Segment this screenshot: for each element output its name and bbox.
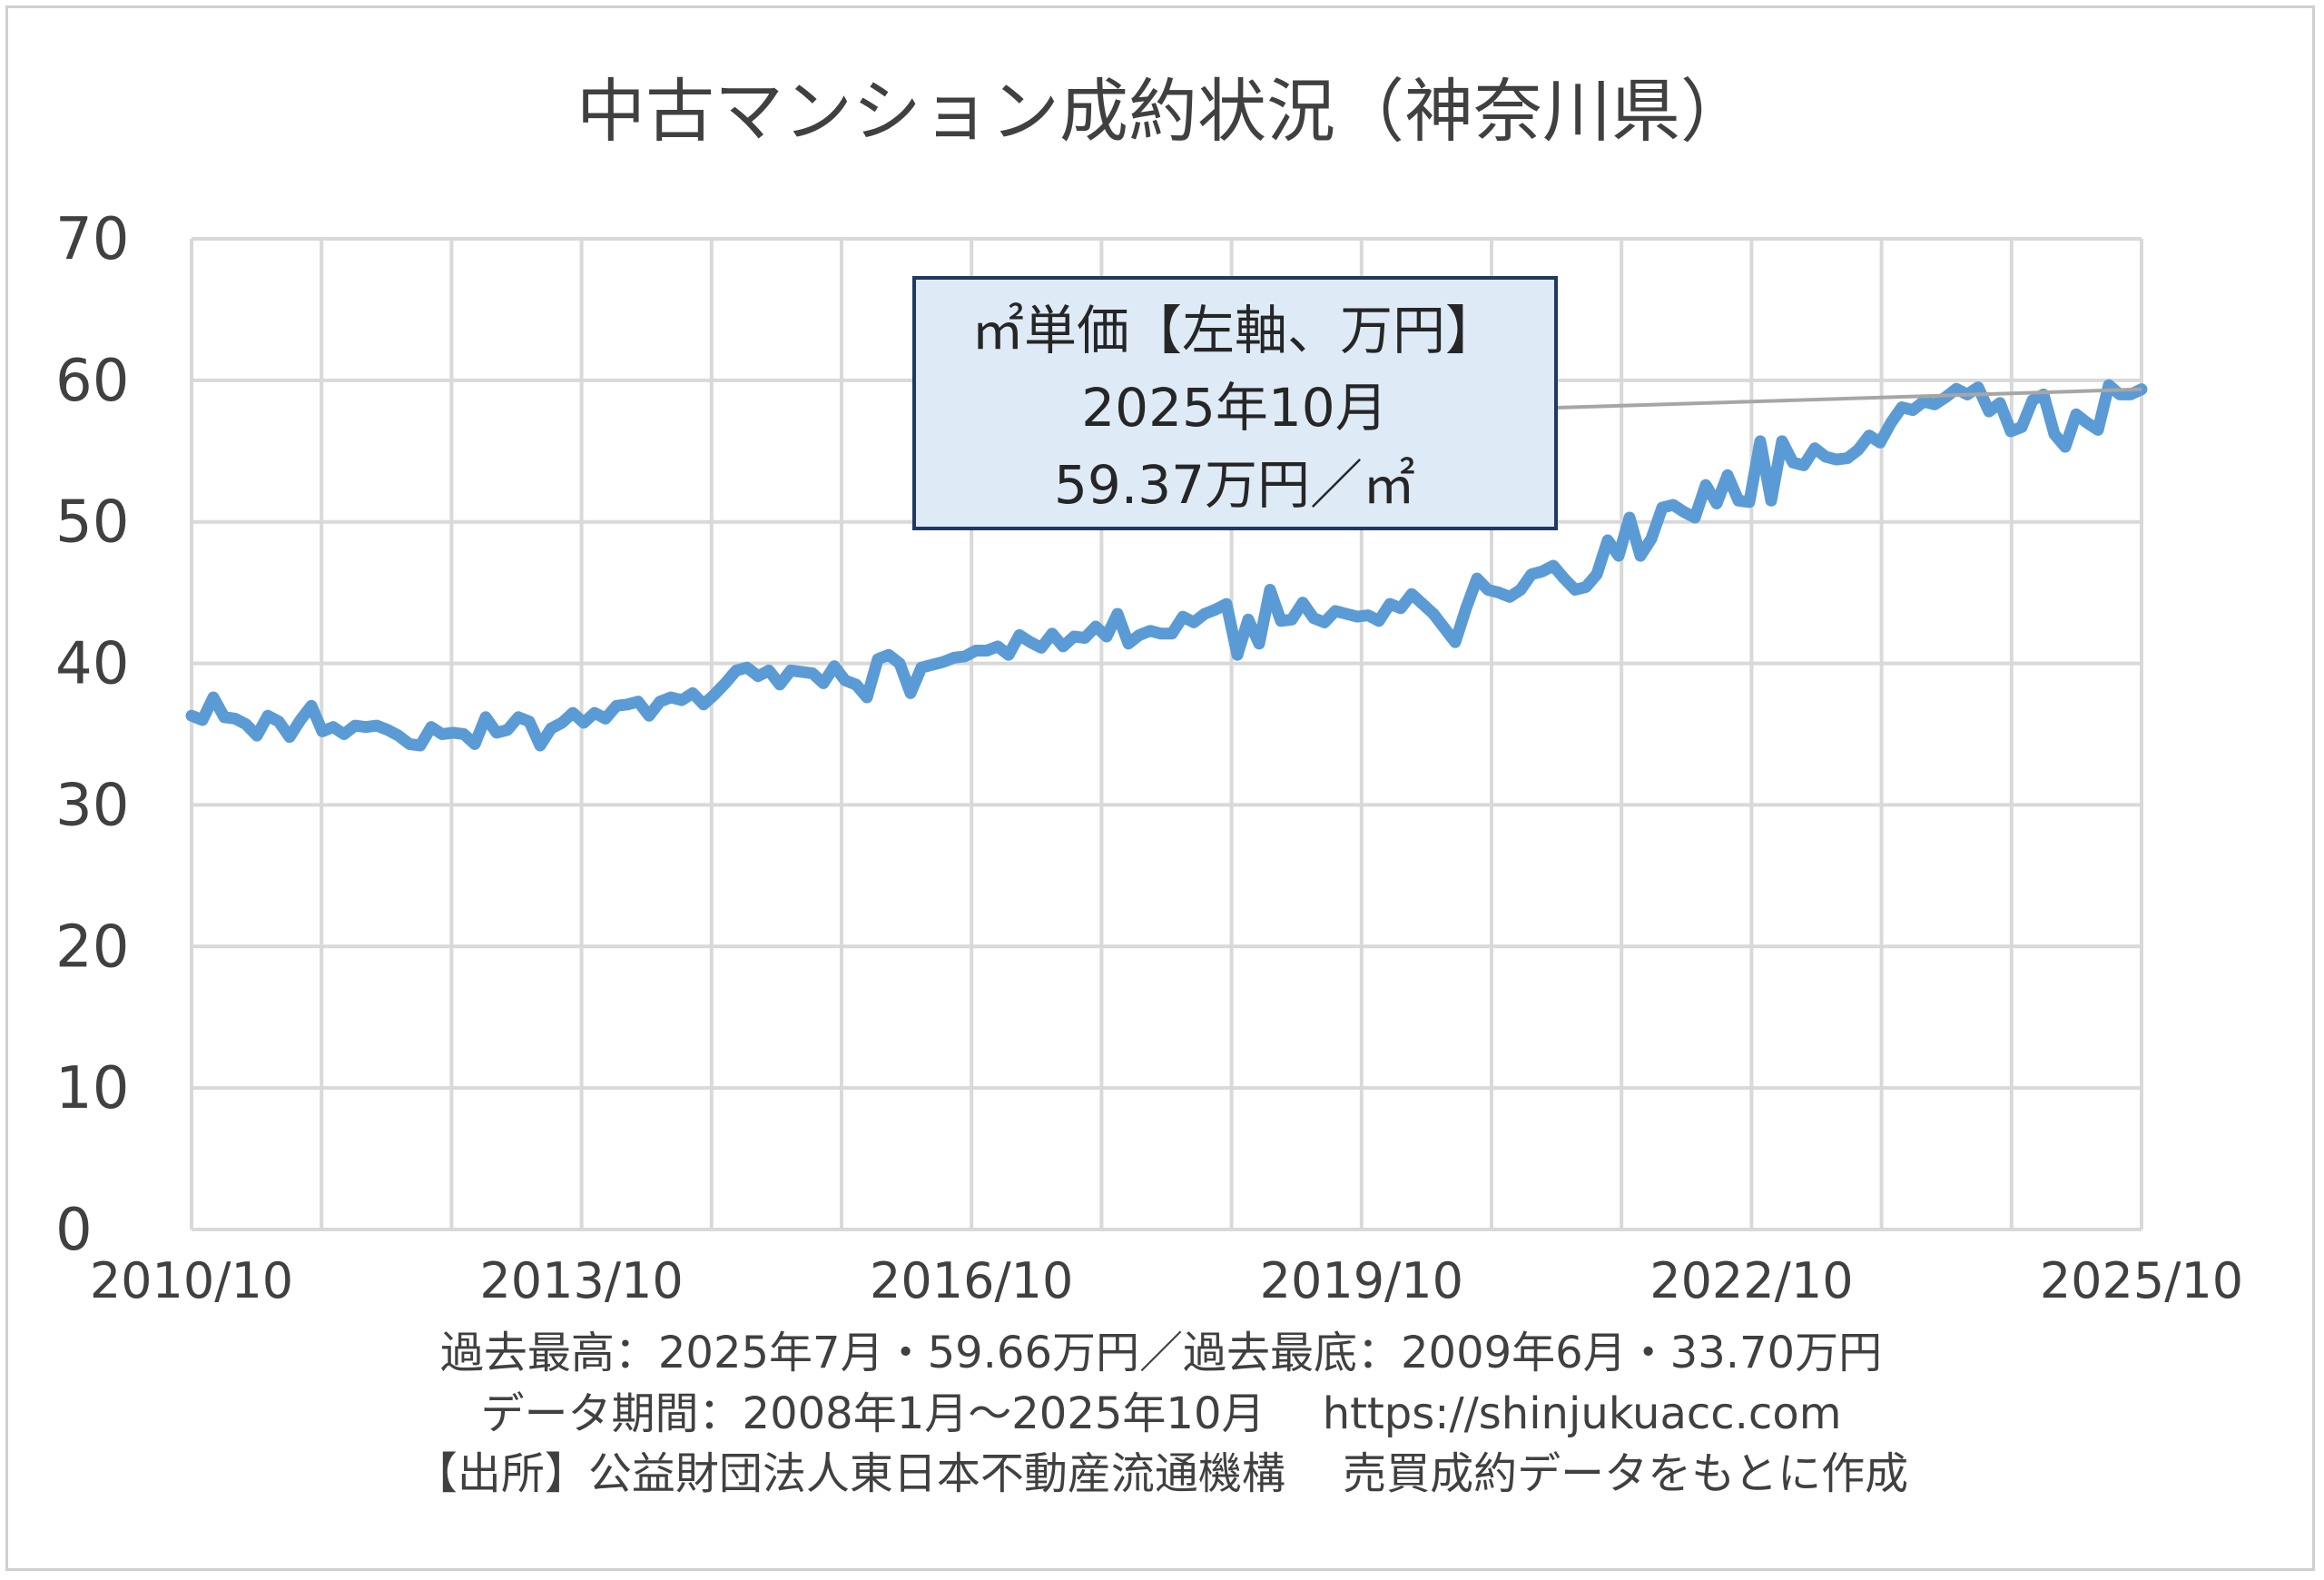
x-tick-label: 2025/10 [2040, 1252, 2243, 1309]
x-tick-label: 2016/10 [870, 1252, 1073, 1309]
y-tick-label: 40 [55, 631, 129, 698]
grid-layer [190, 237, 2143, 1231]
y-tick-label: 30 [55, 772, 129, 839]
chart-frame: 中古マンション成約状況（神奈川県） 0 10 20 30 40 50 60 70 2010/10… [5, 5, 2315, 1571]
x-tick-label: 2010/10 [90, 1252, 293, 1309]
footnote-data-period: データ期間：2008年1月～2025年10月 https://shinjukua… [481, 1388, 1842, 1439]
footnote-record: 過去最高：2025年7月・59.66万円／過去最底：2009年6月・33.70万… [440, 1328, 1882, 1378]
y-tick-label: 10 [55, 1055, 129, 1122]
callout-leader-line [1555, 387, 2142, 410]
callout-rect [912, 276, 1558, 530]
chart-title: 中古マンション成約状況（神奈川県） [576, 71, 1749, 152]
callout-box: ㎡単価【左軸、万円】 2025年10月 59.37万円／㎡ [912, 276, 1558, 530]
y-tick-label: 0 [55, 1197, 93, 1264]
x-tick-label: 2019/10 [1260, 1252, 1463, 1309]
callout-line-1: ㎡単価【左軸、万円】 [971, 300, 1498, 361]
callout-line-2: 2025年10月 [1081, 377, 1387, 439]
callout-line-3: 59.37万円／㎡ [1054, 454, 1415, 516]
y-tick-label: 60 [55, 348, 129, 415]
series-line-sqm-price [185, 379, 2148, 752]
tick-layer: 0 10 20 30 40 50 60 70 2010/10 2013/10 2016/10 2019… [55, 206, 2243, 1309]
y-tick-label: 70 [55, 206, 129, 273]
line-chart: 中古マンション成約状況（神奈川県） 0 10 20 30 40 50 60 70 2010/10… [55, 71, 2243, 1499]
y-tick-label: 50 [55, 489, 129, 557]
x-tick-label: 2013/10 [479, 1252, 683, 1309]
x-tick-label: 2022/10 [1649, 1252, 1853, 1309]
footnote-source: 【出所】公益財団法人東日本不動産流通機構 売買成約データをもとに作成 [414, 1448, 1908, 1499]
y-tick-label: 20 [55, 913, 129, 981]
